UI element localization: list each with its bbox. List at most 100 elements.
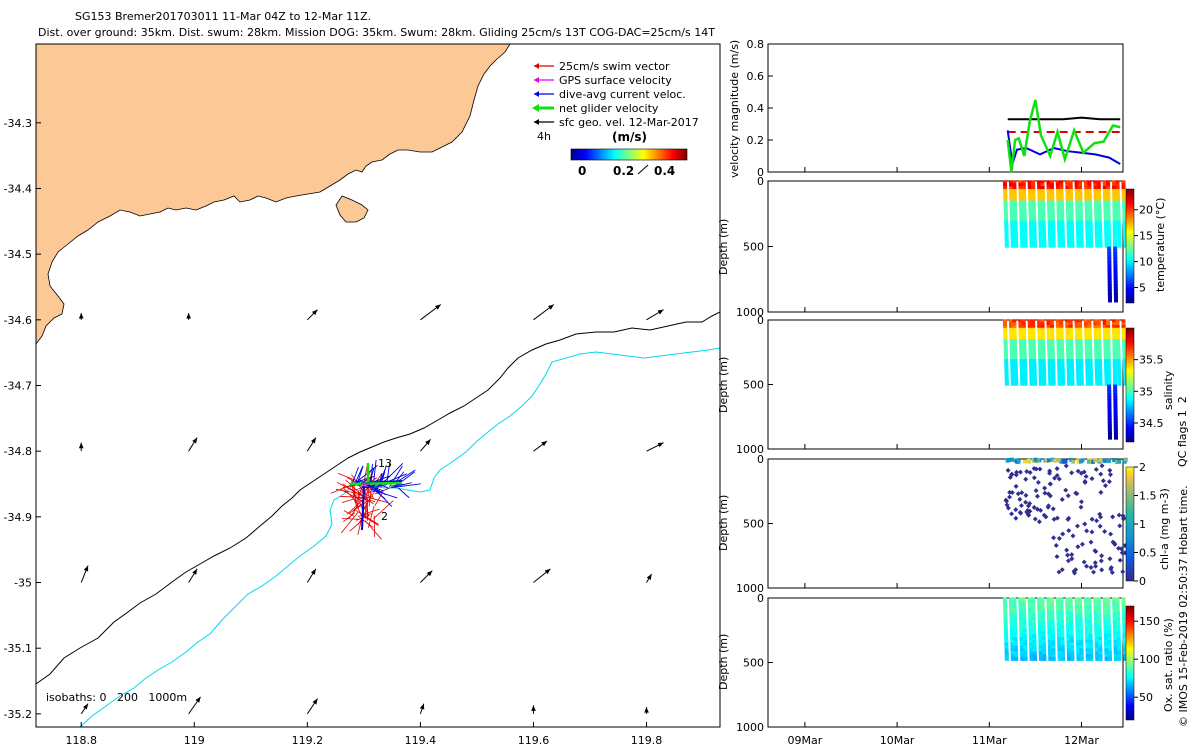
profile-point — [1013, 235, 1018, 240]
profile-point — [1055, 597, 1060, 602]
profile-point — [1116, 367, 1121, 372]
profile-point — [1074, 333, 1079, 338]
profile-point — [1093, 194, 1098, 199]
profile-point — [1115, 330, 1120, 335]
profile-point — [1121, 327, 1126, 332]
profile-point — [1107, 381, 1112, 386]
profile-point — [1085, 356, 1090, 361]
velocity-y-tick-label: 0.4 — [747, 102, 765, 115]
profile-point — [1022, 350, 1027, 355]
profile-point — [1027, 602, 1032, 607]
profile-point — [1009, 622, 1014, 627]
profile-point — [1028, 611, 1033, 616]
profile-point — [1085, 373, 1090, 378]
profile-point — [1060, 229, 1065, 234]
profile-point — [1104, 639, 1109, 644]
profile-point — [1084, 197, 1089, 202]
profile-point — [1093, 322, 1098, 327]
profile-point — [1066, 237, 1071, 242]
profile-point — [1038, 229, 1043, 234]
profile-point — [1113, 263, 1118, 268]
profile-point — [1022, 200, 1027, 205]
profile-point — [1107, 263, 1112, 268]
profile-point — [1088, 622, 1093, 627]
profile-point — [1037, 188, 1042, 193]
profile-point — [1055, 186, 1060, 191]
profile-point — [1060, 370, 1065, 375]
profile-point — [1078, 203, 1083, 208]
profile-point — [1038, 240, 1043, 245]
profile-point — [1117, 648, 1122, 653]
profile-point — [1031, 324, 1036, 329]
profile-point — [1084, 619, 1089, 624]
profile-point — [1097, 203, 1102, 208]
profile-point — [1050, 611, 1055, 616]
profile-point — [1040, 608, 1045, 613]
dac-vector — [355, 466, 364, 482]
profile-point — [1032, 642, 1037, 647]
profile-point — [1097, 608, 1102, 613]
profile-point — [1078, 341, 1083, 346]
profile-point — [1088, 235, 1093, 240]
profile-point — [1047, 622, 1052, 627]
velocity-y-tick-label: 0.2 — [747, 134, 765, 147]
profile-point — [1010, 639, 1015, 644]
profile-point — [1057, 642, 1062, 647]
chla-surface-point — [1046, 458, 1051, 463]
chla-point — [1056, 569, 1062, 575]
profile-point — [1047, 203, 1052, 208]
profile-point — [1059, 186, 1064, 191]
profile-point — [1031, 330, 1036, 335]
profile-point — [1003, 191, 1008, 196]
profile-point — [1041, 359, 1046, 364]
profile-point — [1041, 203, 1046, 208]
profile-point — [1059, 614, 1064, 619]
chla-point — [1009, 490, 1015, 496]
profile-point — [1084, 209, 1089, 214]
profile-point — [1018, 339, 1023, 344]
profile-point — [1085, 226, 1090, 231]
profile-point — [1122, 634, 1127, 639]
profile-point — [1098, 364, 1103, 369]
profile-point — [1040, 191, 1045, 196]
map-x-tick-label: 119.4 — [405, 734, 437, 747]
profile-point — [1094, 361, 1099, 366]
profile-point — [1038, 639, 1043, 644]
profile-point — [1010, 637, 1015, 642]
chla-point — [1089, 516, 1095, 522]
profile-point — [1084, 622, 1089, 627]
profile-point — [1121, 614, 1126, 619]
profile-point — [1041, 625, 1046, 630]
profile-point — [1051, 232, 1056, 237]
profile-point — [1031, 188, 1036, 193]
profile-point — [1022, 333, 1027, 338]
profile-point — [1087, 600, 1092, 605]
profile-point — [1009, 614, 1014, 619]
profile-point — [1047, 361, 1052, 366]
profile-point — [1032, 364, 1037, 369]
profile-point — [1093, 186, 1098, 191]
profile-point — [1029, 226, 1034, 231]
profile-point — [1068, 324, 1073, 329]
profile-point — [1056, 214, 1061, 219]
profile-point — [1112, 347, 1117, 352]
profile-point — [1047, 628, 1052, 633]
profile-point — [1113, 435, 1118, 440]
profile-point — [1070, 235, 1075, 240]
profile-point — [1068, 327, 1073, 332]
profile-point — [1075, 361, 1080, 366]
profile-point — [1115, 333, 1120, 338]
profile-point — [1087, 188, 1092, 193]
chla-surface-point — [1069, 457, 1074, 462]
profile-point — [1106, 209, 1111, 214]
profile-point — [1085, 637, 1090, 642]
profile-point — [1041, 642, 1046, 647]
profile-point — [1050, 339, 1055, 344]
chla-point — [1117, 557, 1123, 563]
profile-point — [1103, 200, 1108, 205]
profile-point — [1068, 600, 1073, 605]
profile-point — [1102, 600, 1107, 605]
profile-point — [1113, 432, 1118, 437]
profile-point — [1102, 188, 1107, 193]
profile-point — [1004, 634, 1009, 639]
